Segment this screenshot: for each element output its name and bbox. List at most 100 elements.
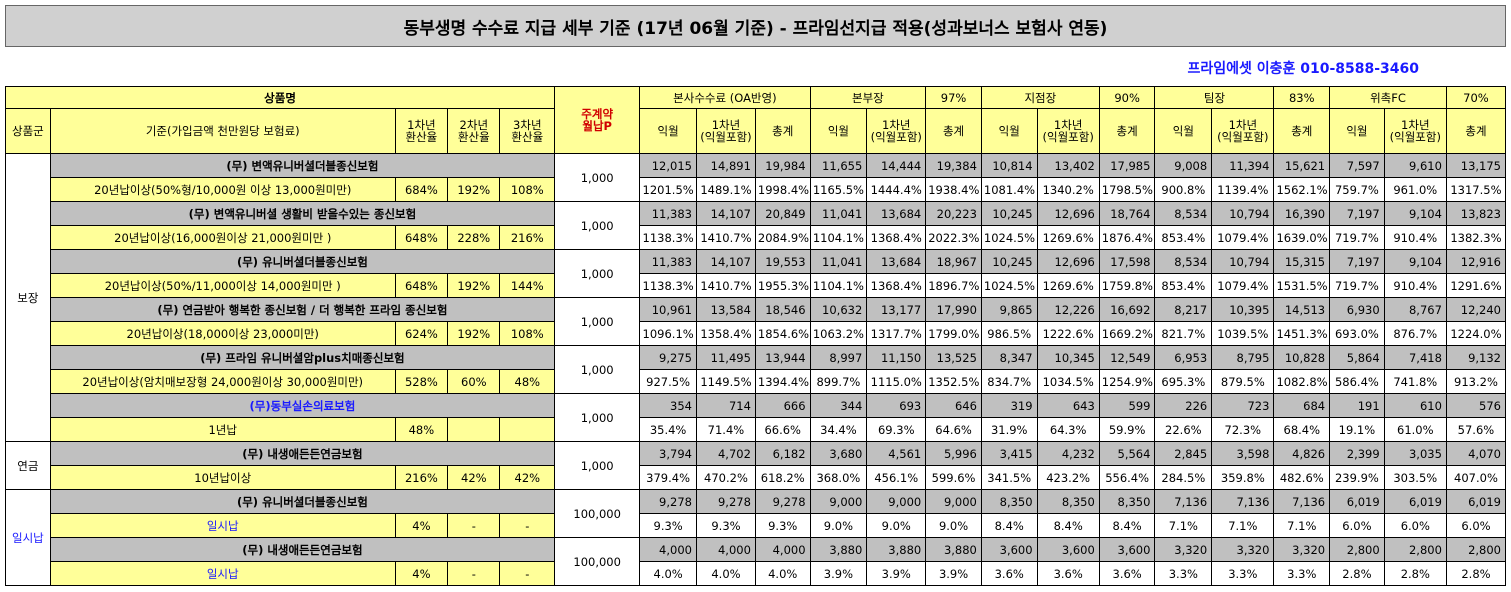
product-basis-row: 1년납 48% 35.4% 71.4% 66.6% 34.4% 69.3% 64.6% 31.9…: [6, 417, 1507, 442]
product-row: 일시납 (무) 유니버셜더블종신보험 100,000 9,278 9,278 9,278 9…: [5, 489, 1507, 586]
commission-percent: 4.0%: [754, 561, 811, 586]
commission-amount: 7,136: [1273, 489, 1331, 514]
commission-percent: 1269.6%: [1036, 225, 1100, 250]
commission-table: 상품명 주계약 월납P 본사수수료 (OA반영) 본부장 97% 지점장 90%…: [4, 86, 1507, 586]
commission-percent: 6.0%: [1445, 513, 1507, 538]
commission-amount: 13,402: [1036, 153, 1100, 178]
commission-percent: 1938.4%: [925, 177, 982, 202]
product-basis-row: 20년납이상(50%/11,000이상 14,000원미만 ) 648% 192% 1…: [6, 273, 1507, 298]
commission-percent: 1368.4%: [866, 225, 927, 250]
commission-amount: 3,320: [1154, 537, 1213, 562]
commission-percent: 3.9%: [925, 561, 982, 586]
header-subcol-4-1: 1차년 (익월포함): [1383, 108, 1447, 154]
commission-amount: 10,395: [1211, 297, 1275, 322]
commission-amount: 11,495: [695, 345, 756, 370]
commission-percent: 4.0%: [695, 561, 756, 586]
conversion-rate: 228%: [447, 225, 501, 250]
product-name: (무) 변액유니버셜더블종신보험: [49, 153, 556, 178]
conversion-rate: 42%: [499, 465, 556, 490]
commission-amount: 17,990: [925, 297, 982, 322]
product-row: 보장 (무) 변액유니버셜더블종신보험 1,000 12,015 14,891 19,98…: [5, 153, 1507, 442]
commission-percent: 3.6%: [1036, 561, 1100, 586]
commission-percent: 456.1%: [866, 465, 927, 490]
commission-percent: 1368.4%: [866, 273, 927, 298]
commission-amount: 6,930: [1329, 297, 1385, 322]
commission-percent: 9.0%: [809, 513, 868, 538]
commission-percent: 3.6%: [980, 561, 1038, 586]
product-basis: 1년납: [49, 417, 396, 442]
commission-amount: 344: [809, 393, 868, 418]
commission-percent: 4.0%: [639, 561, 697, 586]
commission-amount: 13,177: [866, 297, 927, 322]
commission-percent: 1394.4%: [754, 369, 811, 394]
commission-percent: 1317.5%: [1445, 177, 1507, 202]
commission-amount: 15,621: [1273, 153, 1331, 178]
commission-percent: 1165.5%: [809, 177, 868, 202]
conversion-rate: 216%: [394, 465, 449, 490]
commission-percent: 284.5%: [1154, 465, 1213, 490]
conversion-rate: 684%: [394, 177, 449, 202]
header-subcol-4-0: 익월: [1329, 108, 1385, 154]
commission-amount: 14,891: [695, 153, 756, 178]
commission-amount: 8,217: [1154, 297, 1213, 322]
product-basis: 20년납이상(암치매보장형 24,000원이상 30,000원미만): [49, 369, 396, 394]
header-subcol-3-2: 총계: [1273, 108, 1331, 154]
commission-percent: 1955.3%: [754, 273, 811, 298]
conversion-rate: 42%: [447, 465, 501, 490]
conversion-rate: -: [499, 513, 556, 538]
header-pct-branch: 90%: [1098, 86, 1156, 109]
product-name: (무) 유니버셜더블종신보험: [49, 489, 556, 514]
commission-percent: 1639.0%: [1273, 225, 1331, 250]
commission-percent: 6.0%: [1329, 513, 1385, 538]
commission-percent: 1039.5%: [1211, 321, 1275, 346]
commission-amount: 10,961: [639, 297, 697, 322]
commission-percent: 1222.6%: [1036, 321, 1100, 346]
commission-amount: 12,226: [1036, 297, 1100, 322]
product-name: (무)동부실손의료보험: [49, 393, 556, 418]
commission-percent: 1024.5%: [980, 273, 1038, 298]
commission-amount: 693: [866, 393, 927, 418]
commission-percent: 2.8%: [1383, 561, 1447, 586]
commission-amount: 12,916: [1445, 249, 1507, 274]
commission-amount: 10,794: [1211, 201, 1275, 226]
conversion-rate: 192%: [447, 321, 501, 346]
commission-percent: 8.4%: [1098, 513, 1156, 538]
commission-percent: 618.2%: [754, 465, 811, 490]
commission-amount: 11,394: [1211, 153, 1275, 178]
commission-percent: 876.7%: [1383, 321, 1447, 346]
commission-amount: 226: [1154, 393, 1213, 418]
commission-amount: 666: [754, 393, 811, 418]
commission-percent: 1096.1%: [639, 321, 697, 346]
commission-amount: 14,107: [695, 249, 756, 274]
conversion-rate: 108%: [499, 177, 556, 202]
commission-percent: 1201.5%: [639, 177, 697, 202]
header-section-branch: 지점장: [980, 86, 1100, 109]
conversion-rate: 4%: [394, 561, 449, 586]
commission-amount: 2,800: [1329, 537, 1385, 562]
commission-amount: 10,245: [980, 249, 1038, 274]
header-subcol-3-1: 1차년 (익월포함): [1211, 108, 1275, 154]
product-basis-row: 20년납이상(암치매보장형 24,000원이상 30,000원미만) 528% 60…: [6, 369, 1507, 394]
header-product-group: 상품군: [5, 108, 51, 154]
commission-amount: 18,546: [754, 297, 811, 322]
commission-amount: 3,600: [980, 537, 1038, 562]
commission-percent: 1317.7%: [866, 321, 927, 346]
commission-amount: 17,598: [1098, 249, 1156, 274]
commission-percent: 910.4%: [1383, 273, 1447, 298]
main-premium: 1,000: [554, 249, 641, 298]
product-basis: 20년납이상(16,000원이상 21,000원미만 ): [49, 225, 396, 250]
commission-amount: 319: [980, 393, 1038, 418]
commission-amount: 12,696: [1036, 249, 1100, 274]
commission-percent: 599.6%: [925, 465, 982, 490]
commission-amount: 3,794: [639, 441, 697, 466]
commission-amount: 4,070: [1445, 441, 1507, 466]
commission-amount: 4,232: [1036, 441, 1100, 466]
commission-percent: 72.3%: [1211, 417, 1275, 442]
commission-percent: 68.4%: [1273, 417, 1331, 442]
product-row: (무) 연금받아 행복한 종신보험 / 더 행복한 프라임 종신보험 1,000 1…: [6, 297, 1507, 346]
header-subcol-2-0: 익월: [980, 108, 1038, 154]
contact-info: 프라임에셋 이충훈 010-8588-3460: [1187, 61, 1419, 77]
commission-percent: 910.4%: [1383, 225, 1447, 250]
commission-percent: 9.3%: [695, 513, 756, 538]
commission-amount: 9,000: [809, 489, 868, 514]
